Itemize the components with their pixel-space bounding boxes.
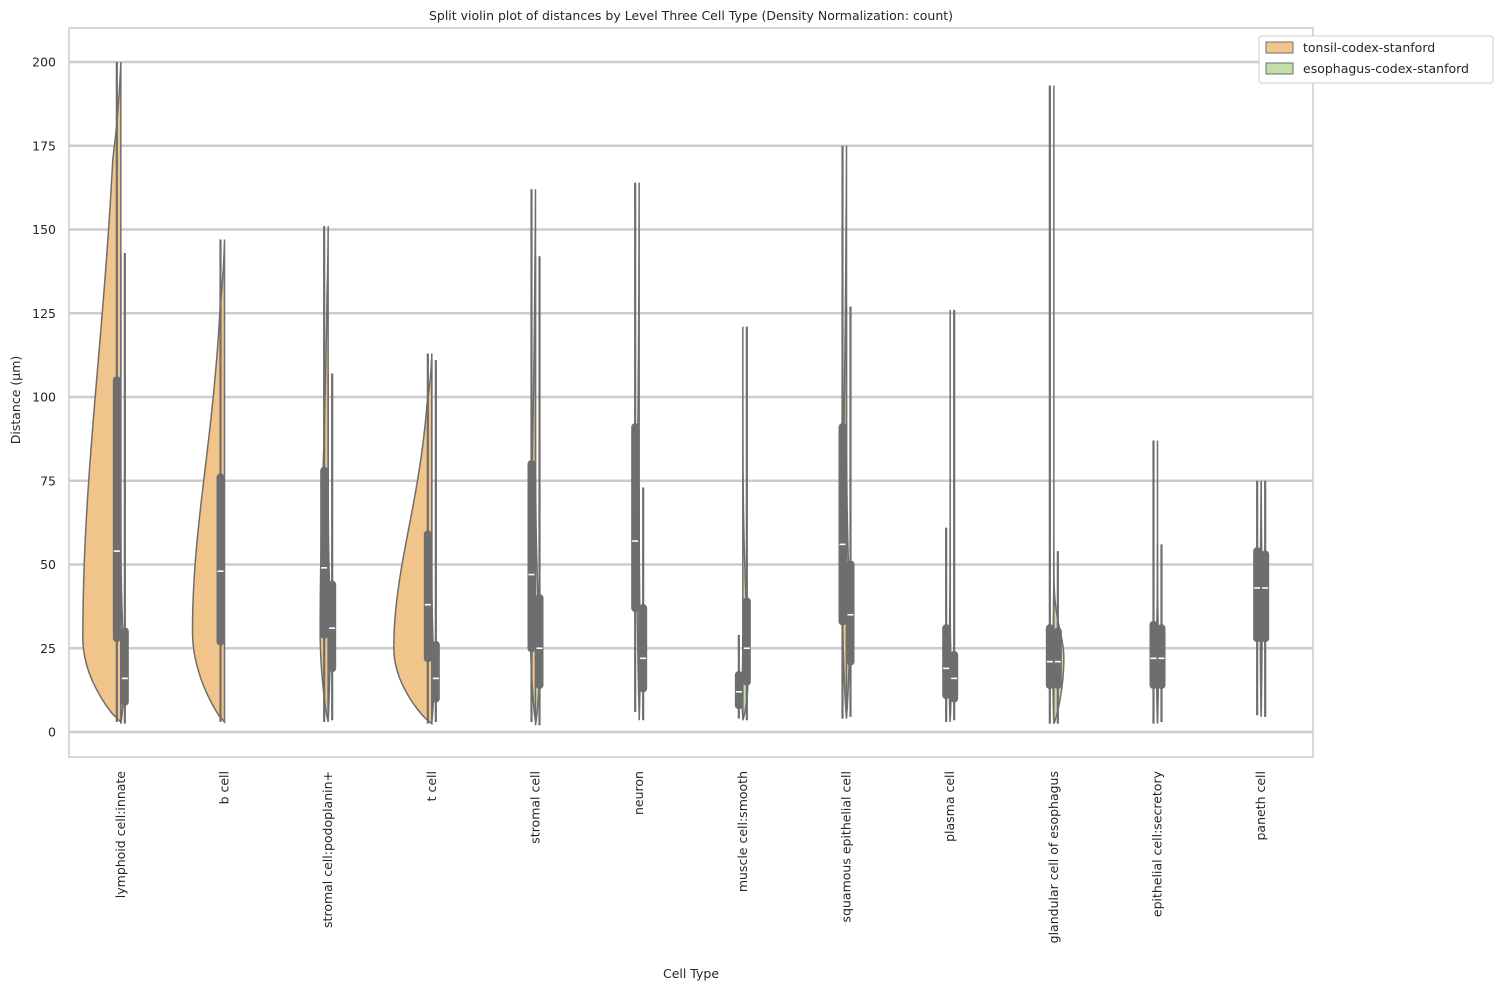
x-tick-label: squamous epithelial cell [839,771,854,922]
violins [82,61,1270,726]
violin-esophagus [949,309,959,721]
violin-tonsil [838,145,848,719]
y-tick-label: 150 [32,222,56,237]
plot-frame [68,27,1314,758]
legend-box [1258,35,1494,84]
violin-esophagus [845,306,855,717]
legend-label-tonsil: tonsil-codex-stanford [1303,40,1435,55]
violin-esophagus [1156,544,1166,722]
x-tick-label: muscle cell:smooth [735,771,750,892]
violin-esophagus [327,373,337,721]
violin-tonsil [631,182,640,712]
violin-tonsil [1149,440,1159,724]
violin-esophagus [1260,480,1270,717]
x-tick-label: b cell [217,771,232,804]
x-tick-label: epithelial cell:secretory [1150,770,1165,917]
violin-tonsil [82,61,122,724]
chart-title: Split violin plot of distances by Level … [429,8,953,23]
violin-esophagus [638,487,648,721]
violin-esophagus [1053,551,1065,724]
y-tick-label: 50 [40,557,56,572]
y-tick-label: 25 [40,641,56,656]
y-tick-label: 100 [32,390,56,405]
y-tick-label: 125 [32,306,56,321]
violin-tonsil [1253,480,1262,716]
x-tick-label: t cell [424,771,439,801]
violin-tonsil [1045,85,1055,724]
x-tick-label: stromal cell [528,771,543,844]
violin-body [82,61,122,724]
y-tick-label: 75 [40,473,56,488]
violin-esophagus [431,360,440,723]
grid-lines [69,60,1313,734]
violin-esophagus [120,252,129,724]
y-tick-label: 0 [48,725,56,740]
violin-esophagus [742,326,751,721]
violin-tonsil [191,239,226,724]
x-tick-labels: lymphoid cell:innate b cell stromal cell:p… [113,770,1268,943]
y-axis-label: Distance (µm) [8,356,23,445]
violin-body [393,353,433,726]
legend-swatch-esophagus [1265,62,1294,75]
legend: tonsil-codex-stanford esophagus-codex-st… [1258,35,1494,84]
violin-tonsil [393,353,433,726]
y-tick-labels: 0 25 50 75 100 125 150 175 200 [32,55,56,740]
x-tick-label: glandular cell of esophagus [1046,771,1061,943]
legend-label-esophagus: esophagus-codex-stanford [1303,61,1469,76]
x-tick-label: lymphoid cell:innate [113,771,128,899]
x-tick-label: plasma cell [942,771,957,842]
violin-tonsil [319,226,329,723]
x-tick-label: neuron [631,771,646,815]
y-tick-label: 200 [32,55,56,70]
violin-tonsil [527,189,537,723]
y-tick-label: 175 [32,138,56,153]
x-tick-label: stromal cell:podoplanin+ [320,771,335,928]
violin-tonsil [942,527,951,722]
legend-swatch-tonsil [1265,41,1294,54]
x-axis-label: Cell Type [663,966,719,981]
violin-esophagus [534,256,544,726]
x-tick-label: paneth cell [1253,771,1268,841]
